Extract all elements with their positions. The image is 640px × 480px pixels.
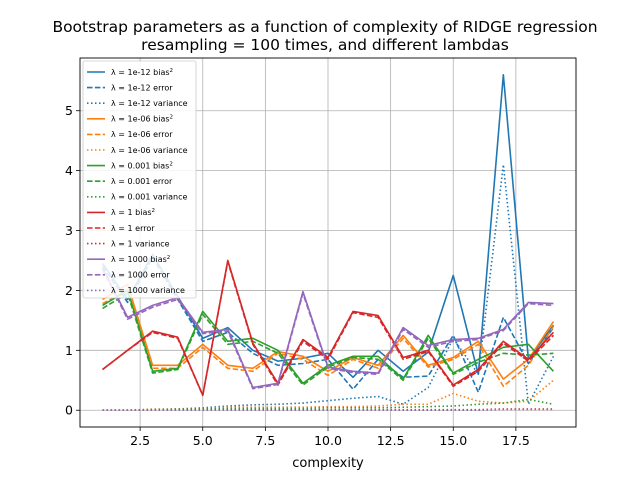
x-tick-label: 12.5 bbox=[377, 433, 405, 448]
legend: λ = 1e-12 bias2 λ = 1e-12 error λ = 1e-12 … bbox=[82, 60, 197, 299]
series-line-1e-06-bias bbox=[102, 283, 555, 380]
x-tick-label: 10.0 bbox=[314, 433, 342, 448]
series-line-1-error bbox=[102, 260, 555, 397]
y-tick-label: 0 bbox=[65, 403, 73, 418]
x-axis-label: complexity bbox=[292, 456, 364, 471]
y-tick-label: 5 bbox=[65, 103, 73, 118]
axis-ticks: 2.5 5.0 7.5 10.0 12.5 15.0 17.5 0 1 2 3 4 5 bbox=[65, 103, 530, 448]
x-tick-label: 15.0 bbox=[439, 433, 467, 448]
series-line-1-bias bbox=[102, 259, 555, 397]
series-line-0-001-variance bbox=[102, 398, 554, 412]
series-line-1000-variance bbox=[102, 408, 554, 412]
legend-box bbox=[82, 60, 197, 299]
chart-title: Bootstrap parameters as a function of co… bbox=[52, 18, 597, 36]
legend-entry: λ = 1 error bbox=[111, 224, 155, 233]
legend-entry: λ = 1 variance bbox=[111, 239, 170, 248]
x-tick-label: 17.5 bbox=[502, 433, 530, 448]
y-tick-label: 2 bbox=[65, 283, 73, 298]
series-line-0-001-error bbox=[102, 292, 554, 386]
y-tick-label: 3 bbox=[65, 223, 73, 238]
legend-entry: λ = 1e-12 bias2 bbox=[111, 68, 173, 77]
y-tick-label: 1 bbox=[65, 343, 73, 358]
legend-entry: λ = 0.001 variance bbox=[111, 193, 187, 202]
legend-entry: λ = 1000 variance bbox=[111, 286, 185, 295]
y-tick-label: 4 bbox=[65, 163, 73, 178]
legend-entry: λ = 0.001 bias2 bbox=[111, 161, 173, 170]
x-tick-label: 7.5 bbox=[255, 433, 275, 448]
x-tick-label: 2.5 bbox=[130, 433, 150, 448]
legend-entry: λ = 1e-06 variance bbox=[111, 146, 188, 155]
legend-entry: λ = 1e-06 error bbox=[111, 130, 173, 139]
legend-entry: λ = 1e-12 error bbox=[111, 83, 173, 92]
series-line-1e-12-error bbox=[101, 256, 555, 394]
legend-entry: λ = 1e-06 bias2 bbox=[111, 115, 173, 124]
x-tick-label: 5.0 bbox=[193, 433, 213, 448]
legend-entry: λ = 1 bias2 bbox=[111, 208, 155, 217]
chart-subtitle: resampling = 100 times, and different la… bbox=[141, 36, 509, 54]
legend-entry: λ = 1e-12 variance bbox=[111, 99, 188, 108]
legend-entry: λ = 1000 error bbox=[111, 271, 171, 280]
legend-entry: λ = 1000 bias2 bbox=[111, 255, 170, 264]
legend-entry: λ = 0.001 error bbox=[111, 177, 173, 186]
series-line-1000-error bbox=[101, 269, 554, 390]
